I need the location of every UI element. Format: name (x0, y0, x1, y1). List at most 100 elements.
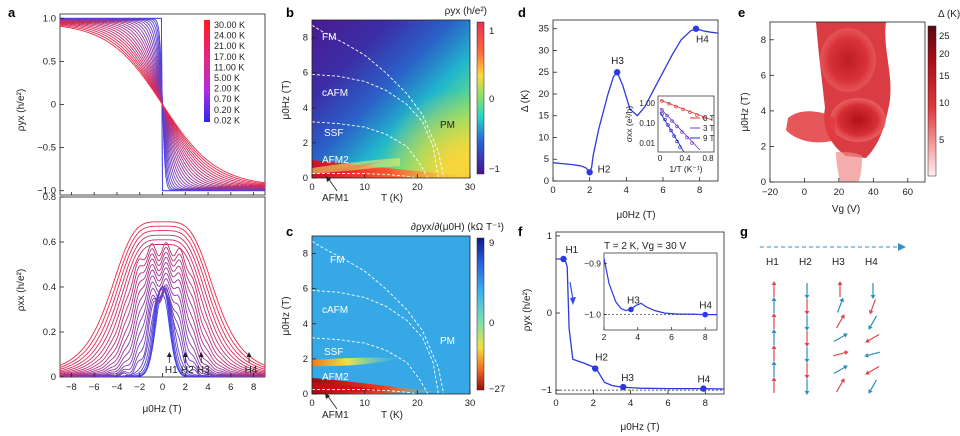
inset-legend-3T: 3 T (703, 124, 715, 133)
panel-b-xlabel: T (K) (381, 193, 403, 204)
panel-c-ylabel: μ0Hz (T) (281, 296, 292, 335)
phase-boundary (312, 173, 418, 178)
spin-arrow-shaft (866, 351, 880, 357)
xtick-label: 0 (553, 398, 558, 409)
panel-d-frame (552, 19, 719, 182)
panel-e-cbtick-15: 15 (939, 71, 950, 82)
panel-b-heatmap (312, 20, 470, 178)
spin-arrow-head (844, 350, 849, 355)
delta-label-H3: H3 (611, 56, 624, 67)
legend-entry: 2.00 K (214, 84, 240, 94)
spin-arrow-head (771, 377, 777, 381)
panel-c-region-fm: FM (330, 255, 344, 266)
panel-c-afm1-arrowhead (325, 393, 330, 399)
panel-label-b: b (286, 5, 294, 20)
xtick-label: 60 (902, 187, 913, 198)
inset-points (660, 99, 706, 149)
panel-c-boundaries (312, 240, 445, 394)
ytick-label: 0.2 (43, 327, 56, 338)
xtick-label: 6 (665, 398, 670, 409)
xtick-label: 4 (624, 185, 629, 196)
column-label-H2: H2 (799, 257, 812, 268)
inset-xtick-2: 0.8 (702, 154, 714, 163)
panel-c-colorbar (476, 237, 485, 391)
spin-arrow-shaft (868, 315, 878, 329)
inset-marker-H3 (628, 306, 634, 313)
ytick-label: 4 (303, 319, 308, 330)
inset-point-0T (681, 107, 685, 112)
rho-marker (592, 365, 599, 372)
panel-c-region-afm1: AFM1 (322, 410, 349, 421)
inset-xtick-1: 0.4 (679, 154, 691, 163)
ytick-label: 15 (538, 111, 549, 122)
ytick-label: 25 (538, 67, 549, 78)
ytick-label: 2 (303, 138, 308, 149)
rho-xx-curve (60, 244, 265, 374)
spin-arrow-shaft (866, 333, 880, 343)
panel-a: 1.0 0.5 0 −0.5 −1.0 0.8 0.6 0.4 0.2 0 −8 −6 −4 −2 0 2… (16, 13, 266, 415)
panel-b-warm-region (312, 20, 470, 178)
delta-marker (586, 169, 593, 176)
spin-arrow-head (870, 295, 876, 299)
ytick-label: 10 (538, 132, 549, 143)
inset-marker-H4 (702, 311, 708, 318)
phase-boundary (312, 73, 439, 178)
panel-f-xlabel: μ0Hz (T) (620, 422, 659, 433)
panel-e-bottom-tail (836, 152, 862, 182)
rho-xx-curve (60, 287, 265, 377)
rho-xx-curve (60, 256, 265, 377)
spin-arrow-head (771, 345, 777, 349)
marker-arrowhead (246, 352, 252, 357)
xtick-label: 0 (160, 382, 165, 393)
spin-arrow-head (837, 281, 843, 285)
ytick-label: 6 (761, 70, 766, 81)
panel-e-cbtick-10: 10 (939, 98, 950, 109)
ytick-label: 5 (544, 154, 549, 165)
xtick-label: 6 (228, 382, 233, 393)
panel-c-afm1-core (312, 383, 385, 392)
ytick-label: 0.8 (43, 192, 56, 203)
panel-f-inset-ticks: H3 H4 2 4 6 8 −0.9 −1.0 (584, 258, 712, 342)
ytick-label: 1 (547, 231, 552, 242)
inset-label-H4: H4 (699, 301, 712, 312)
panel-b-afm2-band (312, 158, 400, 174)
spin-arrow-head (843, 365, 848, 370)
spin-arrow-head (840, 378, 845, 383)
panel-f-labels: H1 H2 H3 H4 (560, 245, 711, 392)
xtick-label: 4 (205, 382, 210, 393)
legend-entry: 0.70 K (214, 94, 240, 104)
legend-entry: 0.20 K (214, 105, 240, 115)
ytick-label: 2 (761, 141, 766, 152)
panel-a-bottom-yticks: 0.8 0.6 0.4 0.2 0 (43, 192, 64, 383)
inset-legend-9T: 9 T (703, 134, 715, 143)
panel-b-region-ssf: SSF (324, 128, 343, 139)
inset-point-3T (675, 124, 679, 129)
panel-e-colorbar (927, 25, 937, 177)
panel-a-field-markers: H1 H2 H3 H4 (165, 352, 258, 376)
panel-f-title: T = 2 K, Vg = 30 V (604, 241, 686, 252)
ytick-label: 0 (51, 100, 56, 111)
inset-ytick-1: 1.00 (639, 99, 655, 108)
panel-a-top-curves (60, 17, 265, 192)
ytick-label: 30 (538, 45, 549, 56)
inset-xlabel: 1/T (K⁻¹) (669, 164, 702, 174)
rho-label-H4: H4 (697, 375, 710, 386)
xtick-label: −20 (762, 187, 778, 198)
xtick-label: −8 (66, 382, 77, 393)
spin-arrow-head (771, 313, 777, 317)
panel-a-xticks: −8 −6 −4 −2 0 2 4 6 8 (66, 192, 256, 393)
phase-boundary (312, 240, 445, 394)
rho-xx-curve (60, 239, 265, 373)
marker-label-H1: H1 (165, 365, 178, 376)
inset-point-9T (672, 134, 676, 138)
spin-arrow-shaft (835, 379, 845, 393)
panel-d-ylabel: Δ (K) (520, 90, 531, 112)
delta-curve (553, 28, 718, 174)
inset-legend-0T: 0 T (703, 114, 715, 123)
panel-b-region-cafm: cAFM (322, 88, 348, 99)
panel-a-top-yticks: 1.0 0.5 0 −0.5 −1.0 (37, 13, 64, 197)
spin-arrow-head (865, 338, 870, 343)
panel-a-legend-colorbar (204, 20, 210, 122)
rho-marker (560, 255, 567, 263)
rho-xx-curve (60, 286, 265, 377)
